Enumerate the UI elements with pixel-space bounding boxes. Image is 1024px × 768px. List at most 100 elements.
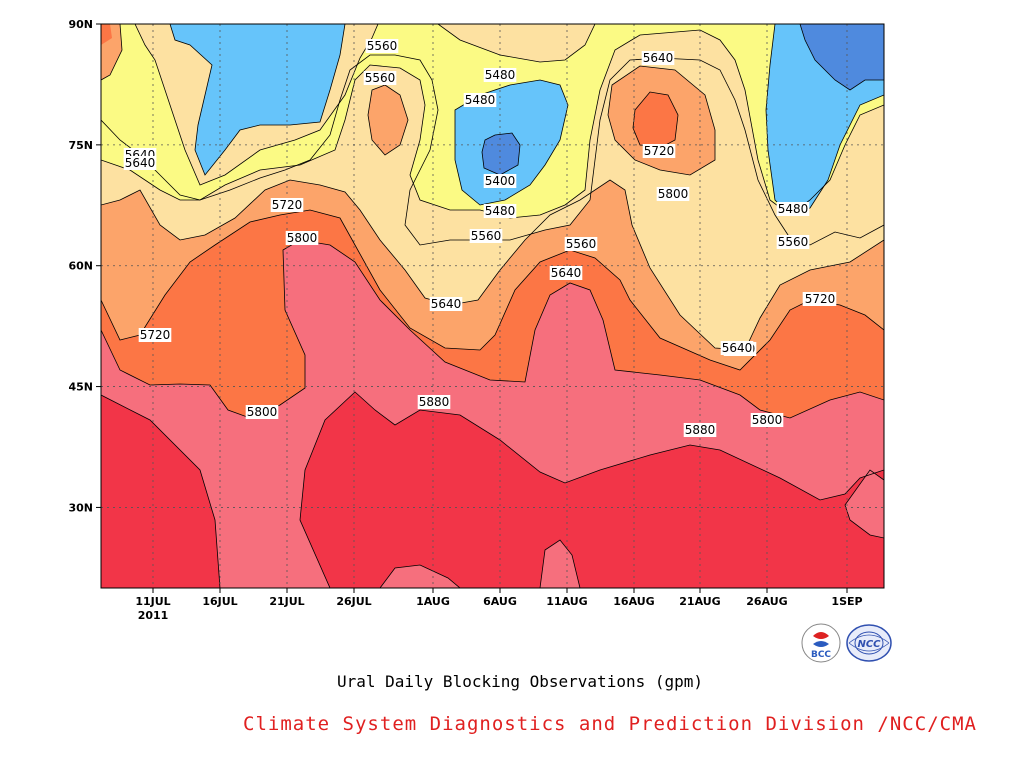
svg-text:5800: 5800	[752, 413, 783, 427]
contour-line	[101, 24, 884, 588]
contour-line	[844, 469, 884, 539]
svg-text:5560: 5560	[365, 71, 396, 85]
svg-text:5480: 5480	[465, 93, 496, 107]
contour-label: 5560	[469, 229, 503, 243]
svg-text:5480: 5480	[778, 202, 809, 216]
plot-frame	[100, 23, 885, 589]
x-tick-label: 21JUL	[269, 595, 304, 608]
svg-text:5640: 5640	[125, 156, 156, 170]
svg-text:5560: 5560	[367, 39, 398, 53]
band-dark-blue-east	[800, 24, 884, 90]
y-tick-label: 60N	[68, 260, 93, 273]
y-tick-label: 30N	[68, 501, 93, 514]
bcc-logo-text: BCC	[811, 650, 831, 660]
contour-label: 5720	[270, 198, 304, 212]
svg-text:5640: 5640	[431, 297, 462, 311]
ncc-logo: NCC	[846, 624, 892, 662]
credit-line: Climate System Diagnostics and Predictio…	[243, 713, 977, 735]
contour-line	[101, 24, 884, 351]
x-tick-label: 1AUG	[416, 595, 450, 608]
contour-line	[454, 79, 569, 206]
contour-label: 5720	[803, 292, 837, 306]
contour-label: 5400	[483, 174, 517, 188]
svg-text:5800: 5800	[287, 231, 318, 245]
contour-label: 5640	[429, 297, 463, 311]
contour-label: 5720	[138, 328, 172, 342]
y-tick-label: 75N	[68, 139, 93, 152]
bcc-logo: BCC	[801, 623, 841, 663]
contour-label: 5800	[245, 405, 279, 419]
y-tick-label: 90N	[68, 18, 93, 31]
svg-text:5560: 5560	[471, 229, 502, 243]
contour-line	[101, 24, 884, 419]
contour-label: 5800	[285, 231, 319, 245]
svg-text:5480: 5480	[485, 68, 516, 82]
x-year-label: 2011	[138, 609, 169, 622]
contour-line	[607, 65, 716, 176]
svg-text:5880: 5880	[419, 395, 450, 409]
x-tick-label: 11JUL	[135, 595, 170, 608]
svg-text:5640: 5640	[722, 341, 753, 355]
band-bubble-5640-26jul	[368, 85, 408, 155]
contour-line	[481, 132, 521, 176]
band-pocket-1sep	[845, 470, 884, 538]
contour-line	[632, 91, 679, 149]
band-pocket-11aug	[540, 540, 580, 588]
svg-text:5720: 5720	[644, 144, 675, 158]
x-tick-label: 26AUG	[746, 595, 787, 608]
x-tick-label: 21AUG	[679, 595, 720, 608]
band-bubble-5720-west	[101, 24, 112, 45]
contour-label: 5560	[365, 39, 399, 53]
band-blue-west	[170, 24, 345, 175]
band-pocket-1aug	[380, 565, 460, 588]
svg-text:5480: 5480	[485, 204, 516, 218]
contour-line	[101, 24, 884, 246]
band-dark-blue-center	[482, 133, 520, 175]
contour-label: 5800	[750, 413, 784, 427]
contour-line	[101, 24, 884, 371]
svg-text:5560: 5560	[566, 237, 597, 251]
contour-label: 5640	[549, 266, 583, 280]
contour-label: 5560	[564, 237, 598, 251]
contour-line	[799, 24, 884, 91]
contour-label: 5640	[720, 341, 754, 355]
x-tick-label: 26JUL	[336, 595, 371, 608]
svg-text:5720: 5720	[805, 292, 836, 306]
contour-label: 5640	[123, 156, 157, 170]
svg-text:5640: 5640	[643, 51, 674, 65]
x-tick-label: 11AUG	[546, 595, 587, 608]
contour-line	[765, 24, 884, 216]
contour-label: 5560	[776, 235, 810, 249]
contour-label: 5720	[642, 144, 676, 158]
contour-label: 5560	[363, 71, 397, 85]
x-tick-label: 1SEP	[831, 595, 862, 608]
svg-text:5720: 5720	[140, 328, 171, 342]
contour-label: 5480	[483, 204, 517, 218]
contour-line	[101, 24, 884, 219]
svg-text:5720: 5720	[272, 198, 303, 212]
contour-label: 5480	[776, 202, 810, 216]
x-tick-label: 16JUL	[202, 595, 237, 608]
contour-label: 5480	[483, 68, 517, 82]
svg-text:5800: 5800	[247, 405, 278, 419]
contour-line	[367, 84, 409, 156]
svg-text:5880: 5880	[685, 423, 716, 437]
band-bubble-5720-16aug	[633, 92, 678, 148]
svg-text:5400: 5400	[485, 174, 516, 188]
contour-line	[539, 539, 581, 588]
contour-line	[169, 24, 346, 176]
svg-text:5640: 5640	[551, 266, 582, 280]
x-tick-label: 6AUG	[483, 595, 517, 608]
contour-label: 5480	[463, 93, 497, 107]
contour-label: 5800	[656, 187, 690, 201]
contour-label: 5880	[417, 395, 451, 409]
svg-text:5560: 5560	[778, 235, 809, 249]
contour-line	[101, 24, 123, 81]
ncc-logo-text: NCC	[857, 639, 881, 650]
contour-label: 5640	[641, 51, 675, 65]
y-tick-label: 45N	[68, 381, 93, 394]
chart-title: Ural Daily Blocking Observations (gpm)	[336, 672, 704, 691]
svg-text:5800: 5800	[658, 187, 689, 201]
contour-line	[379, 564, 461, 588]
